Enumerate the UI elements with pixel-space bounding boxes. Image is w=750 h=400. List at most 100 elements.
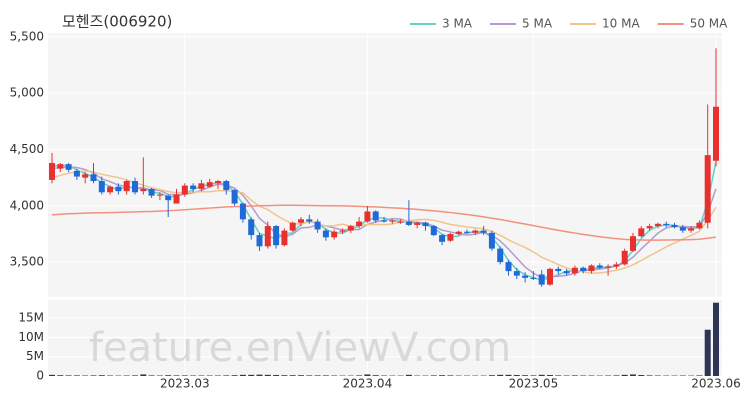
y-tick-label: 4,000 xyxy=(10,198,44,212)
watermark: feature.enViewV.com xyxy=(89,325,511,371)
candle-body xyxy=(156,194,163,196)
candle-body xyxy=(140,188,147,192)
candle-body xyxy=(538,274,545,285)
candle-body xyxy=(364,211,371,222)
candle-body xyxy=(239,203,246,220)
candle-body xyxy=(405,221,412,225)
volume-bar xyxy=(547,375,553,376)
volume-bar xyxy=(173,375,180,376)
volume-bar xyxy=(505,374,512,376)
candle-body xyxy=(90,174,97,182)
x-tick-label: 2023.06 xyxy=(691,377,741,391)
volume-bar xyxy=(73,375,80,376)
volume-bar xyxy=(181,375,188,376)
volume-panel xyxy=(48,300,722,376)
candle-body xyxy=(65,164,72,170)
volume-bar xyxy=(430,375,437,376)
candle-body xyxy=(547,268,553,285)
ma-line xyxy=(51,204,717,241)
volume-bar xyxy=(530,375,537,376)
y-tick-label: 15M xyxy=(18,311,44,325)
candle-body xyxy=(447,233,454,241)
candle-body xyxy=(397,221,404,223)
candle-body xyxy=(381,220,387,222)
volume-bar xyxy=(405,374,412,376)
candle-body xyxy=(646,226,653,229)
volume-bar xyxy=(439,375,446,376)
candle-body xyxy=(638,228,645,237)
candle-body xyxy=(571,267,578,274)
candle-body xyxy=(696,222,703,229)
candle-body xyxy=(73,170,80,177)
candle-body xyxy=(497,248,504,263)
chart-title: 모헨즈(006920) xyxy=(62,13,172,31)
candle-body xyxy=(49,163,55,180)
candle-body xyxy=(480,230,487,233)
candle-body xyxy=(231,190,238,204)
candle-body xyxy=(173,194,180,204)
volume-bar xyxy=(256,374,263,376)
y-tick-label: 5,500 xyxy=(10,29,44,43)
volume-bar xyxy=(646,375,653,376)
volume-bar xyxy=(513,375,520,376)
candle-body xyxy=(356,221,363,227)
volume-bar xyxy=(497,374,504,376)
candle-body xyxy=(148,188,155,196)
candle-body xyxy=(181,185,188,195)
candle-body xyxy=(713,106,719,161)
candle-body xyxy=(331,231,338,238)
legend-label: 5 MA xyxy=(522,17,553,31)
volume-bar xyxy=(696,375,703,376)
candle-body xyxy=(389,220,396,222)
volume-bar xyxy=(223,375,230,376)
candle-body xyxy=(580,267,587,272)
candle-body xyxy=(455,231,462,234)
candle-body xyxy=(605,266,612,268)
volume-bar xyxy=(555,375,562,376)
volume-bar xyxy=(148,375,155,376)
volume-bar xyxy=(248,374,255,376)
volume-bar xyxy=(264,374,271,376)
candle-body xyxy=(439,235,446,242)
candle-body xyxy=(322,230,329,238)
volume-bar xyxy=(613,375,620,376)
candle-body xyxy=(115,186,122,192)
candle-body xyxy=(339,230,346,232)
volume-bar xyxy=(281,375,288,376)
volume-bar xyxy=(522,375,529,376)
candle-body xyxy=(57,164,64,169)
candle-body xyxy=(588,265,595,272)
candle-body xyxy=(223,181,230,191)
candle-body xyxy=(248,219,255,236)
volume-bar xyxy=(289,375,296,376)
volume-bar xyxy=(372,375,379,376)
volume-bar xyxy=(231,375,238,376)
candle-body xyxy=(663,223,670,225)
candle-body xyxy=(256,235,263,247)
legend-label: 3 MA xyxy=(442,17,473,31)
volume-bar xyxy=(322,375,329,376)
volume-bar xyxy=(713,302,719,376)
y-tick-label: 5,000 xyxy=(10,86,44,100)
volume-bar xyxy=(571,375,578,376)
volume-bar xyxy=(704,329,711,376)
candle-body xyxy=(596,265,603,268)
volume-bar xyxy=(314,375,321,376)
candle-body xyxy=(621,250,628,265)
candle-body xyxy=(671,224,678,228)
y-tick-label: 10M xyxy=(18,330,44,344)
volume-bar xyxy=(98,375,105,376)
candle-body xyxy=(654,223,661,227)
candle-body xyxy=(414,222,421,225)
volume-bar xyxy=(356,375,363,376)
volume-bar xyxy=(621,374,628,376)
volume-bar xyxy=(57,375,64,376)
candle-body xyxy=(347,226,354,231)
legend-label: 50 MA xyxy=(690,17,728,31)
candle-body xyxy=(98,181,105,193)
candle-body xyxy=(472,230,479,233)
candle-body xyxy=(198,183,205,189)
candle-body xyxy=(281,230,288,246)
candle-body xyxy=(107,186,114,193)
candle-body xyxy=(563,271,570,274)
